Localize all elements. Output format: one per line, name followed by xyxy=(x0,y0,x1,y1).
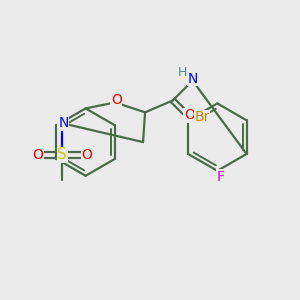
Text: O: O xyxy=(111,94,122,107)
Text: N: N xyxy=(58,116,69,130)
Text: H: H xyxy=(178,66,188,79)
Text: Br: Br xyxy=(194,110,210,124)
Text: O: O xyxy=(184,108,195,122)
Text: O: O xyxy=(82,148,93,162)
Text: N: N xyxy=(188,72,198,86)
Text: S: S xyxy=(58,148,67,163)
Text: F: F xyxy=(216,170,224,184)
Text: O: O xyxy=(32,148,43,162)
